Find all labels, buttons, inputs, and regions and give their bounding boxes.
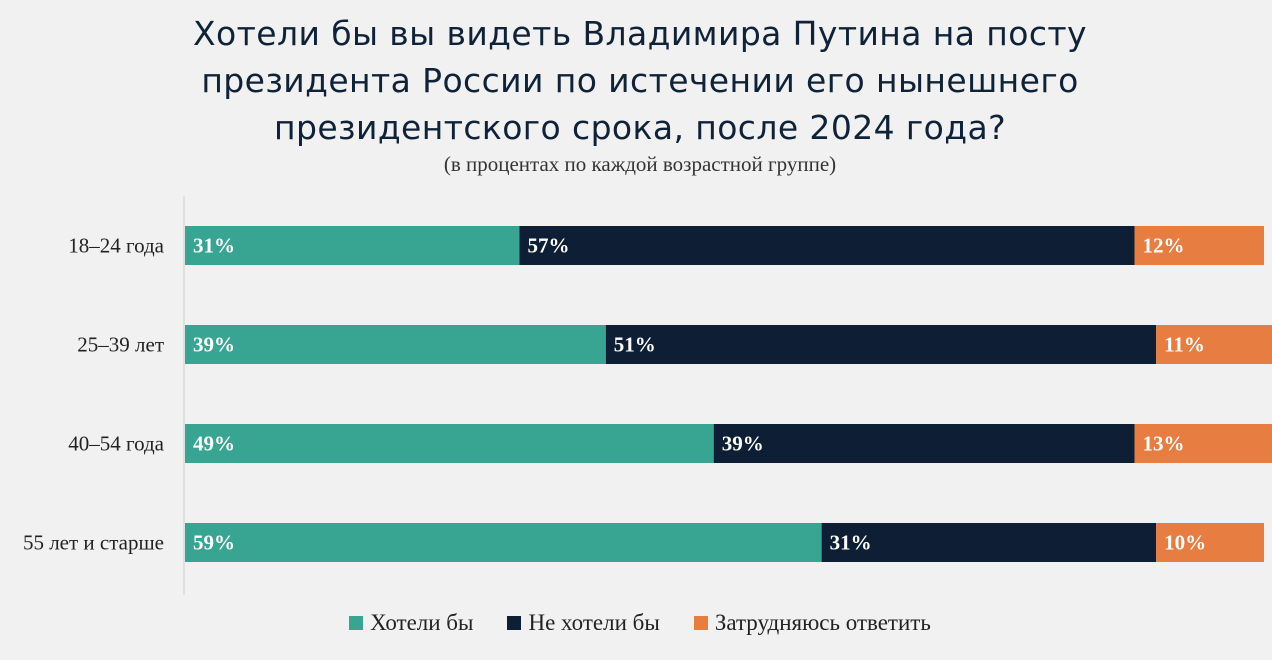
- category-label: 25–39 лет: [77, 333, 164, 357]
- bar-segment-no: [713, 424, 1135, 463]
- chart-legend: Хотели бы Не хотели бы Затрудняюсь ответ…: [0, 610, 1272, 636]
- bar-segment-no: [821, 523, 1157, 562]
- legend-swatch-unsure: [693, 616, 708, 630]
- category-label: 55 лет и старше: [23, 531, 164, 555]
- data-label: 31%: [830, 531, 872, 555]
- data-label: 39%: [722, 432, 764, 456]
- legend-swatch-yes: [349, 616, 364, 630]
- data-label: 10%: [1164, 531, 1206, 555]
- bar-segment-no: [605, 325, 1157, 364]
- legend-label-unsure: Затрудняюсь ответить: [714, 610, 931, 635]
- legend-swatch-no: [507, 616, 522, 630]
- category-label: 40–54 года: [68, 432, 164, 456]
- chart-subtitle: (в процентах по каждой возрастной группе…: [443, 152, 837, 176]
- data-label: 12%: [1143, 234, 1185, 258]
- bar-segment-yes: [185, 325, 606, 364]
- data-label: 31%: [193, 234, 235, 258]
- data-label: 39%: [193, 333, 235, 357]
- bar-segment-no: [519, 226, 1135, 265]
- bar-segment-unsure: [1134, 226, 1264, 265]
- data-label: 49%: [193, 432, 235, 456]
- data-label: 57%: [527, 234, 569, 258]
- legend-label-no: Не хотели бы: [528, 610, 660, 635]
- bar-segment-yes: [185, 523, 822, 562]
- data-label: 11%: [1164, 333, 1205, 357]
- data-label: 59%: [193, 531, 235, 555]
- category-label: 18–24 года: [68, 234, 164, 258]
- bar-segment-yes: [185, 424, 714, 463]
- bar-segment-unsure: [1134, 424, 1272, 463]
- data-label: 13%: [1143, 432, 1185, 456]
- legend-item-unsure: Затрудняюсь ответить: [693, 610, 931, 636]
- legend-item-no: Не хотели бы: [507, 610, 660, 636]
- bar-segment-yes: [185, 226, 520, 265]
- bar-segment-unsure: [1156, 523, 1264, 562]
- bar-segment-unsure: [1156, 325, 1272, 364]
- legend-item-yes: Хотели бы: [349, 610, 473, 636]
- chart-title: Хотели бы вы видеть Владимира Путина на …: [193, 14, 1087, 147]
- data-label: 51%: [614, 333, 656, 357]
- legend-label-yes: Хотели бы: [370, 610, 474, 635]
